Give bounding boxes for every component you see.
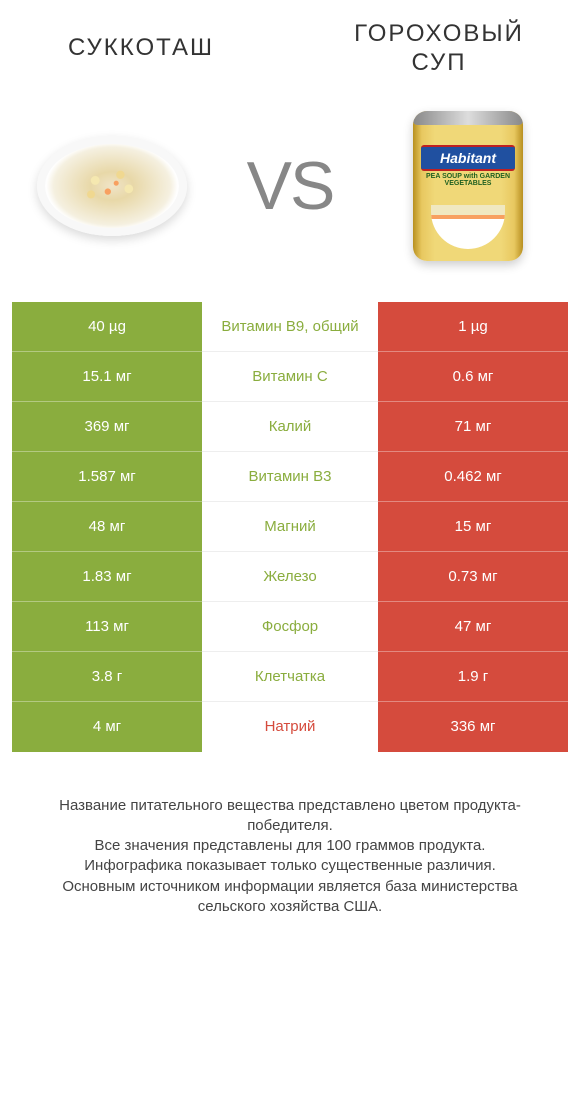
value-right: 336 мг — [378, 702, 568, 752]
pea-soup-can-icon: Habitant PEA SOUP with GARDEN VEGETABLES — [413, 111, 523, 261]
value-left: 40 µg — [12, 302, 202, 352]
table-row: 1.587 мгВитамин B30.462 мг — [12, 452, 568, 502]
can-sub-label: PEA SOUP with GARDEN VEGETABLES — [421, 173, 515, 188]
value-left: 369 мг — [12, 402, 202, 452]
titles-row: СУККОТАШ ГОРОХОВЫЙ СУП — [12, 20, 568, 78]
nutrient-label: Калий — [202, 402, 378, 452]
product-left-title: СУККОТАШ — [12, 34, 270, 63]
vs-label: VS — [247, 147, 334, 225]
value-left: 113 мг — [12, 602, 202, 652]
can-brand-label: Habitant — [421, 145, 515, 171]
table-row: 48 мгМагний15 мг — [12, 502, 568, 552]
product-right-image: Habitant PEA SOUP with GARDEN VEGETABLES — [388, 106, 548, 266]
footer-line: Название питательного вещества представл… — [30, 796, 550, 837]
nutrient-label: Витамин B3 — [202, 452, 378, 502]
nutrient-label: Витамин C — [202, 352, 378, 402]
nutrient-label: Натрий — [202, 702, 378, 752]
table-row: 3.8 гКлетчатка1.9 г — [12, 652, 568, 702]
value-left: 1.587 мг — [12, 452, 202, 502]
table-row: 1.83 мгЖелезо0.73 мг — [12, 552, 568, 602]
product-left-image — [32, 106, 192, 266]
nutrient-label: Клетчатка — [202, 652, 378, 702]
value-right: 0.6 мг — [378, 352, 568, 402]
nutrient-label: Витамин B9, общий — [202, 302, 378, 352]
table-row: 369 мгКалий71 мг — [12, 402, 568, 452]
table-row: 113 мгФосфор47 мг — [12, 602, 568, 652]
value-left: 3.8 г — [12, 652, 202, 702]
table-row: 4 мгНатрий336 мг — [12, 702, 568, 752]
nutrient-label: Железо — [202, 552, 378, 602]
value-right: 71 мг — [378, 402, 568, 452]
succotash-plate-icon — [37, 136, 187, 236]
footer-line: Инфографика показывает только существенн… — [30, 856, 550, 876]
value-right: 0.462 мг — [378, 452, 568, 502]
table-row: 40 µgВитамин B9, общий1 µg — [12, 302, 568, 352]
can-bowl-icon — [431, 205, 505, 249]
nutrient-label: Магний — [202, 502, 378, 552]
comparison-table: 40 µgВитамин B9, общий1 µg15.1 мгВитамин… — [12, 302, 568, 752]
value-right: 0.73 мг — [378, 552, 568, 602]
value-left: 4 мг — [12, 702, 202, 752]
footer-notes: Название питательного вещества представл… — [12, 796, 568, 918]
value-right: 15 мг — [378, 502, 568, 552]
value-left: 48 мг — [12, 502, 202, 552]
hero-row: VS Habitant PEA SOUP with GARDEN VEGETAB… — [12, 106, 568, 266]
value-left: 1.83 мг — [12, 552, 202, 602]
product-right-title: ГОРОХОВЫЙ СУП — [310, 20, 568, 78]
table-row: 15.1 мгВитамин C0.6 мг — [12, 352, 568, 402]
value-right: 47 мг — [378, 602, 568, 652]
value-left: 15.1 мг — [12, 352, 202, 402]
value-right: 1 µg — [378, 302, 568, 352]
nutrient-label: Фосфор — [202, 602, 378, 652]
value-right: 1.9 г — [378, 652, 568, 702]
footer-line: Все значения представлены для 100 граммо… — [30, 836, 550, 856]
infographic-root: СУККОТАШ ГОРОХОВЫЙ СУП VS Habitant PEA S… — [0, 0, 580, 917]
footer-line: Основным источником информации является … — [30, 877, 550, 918]
